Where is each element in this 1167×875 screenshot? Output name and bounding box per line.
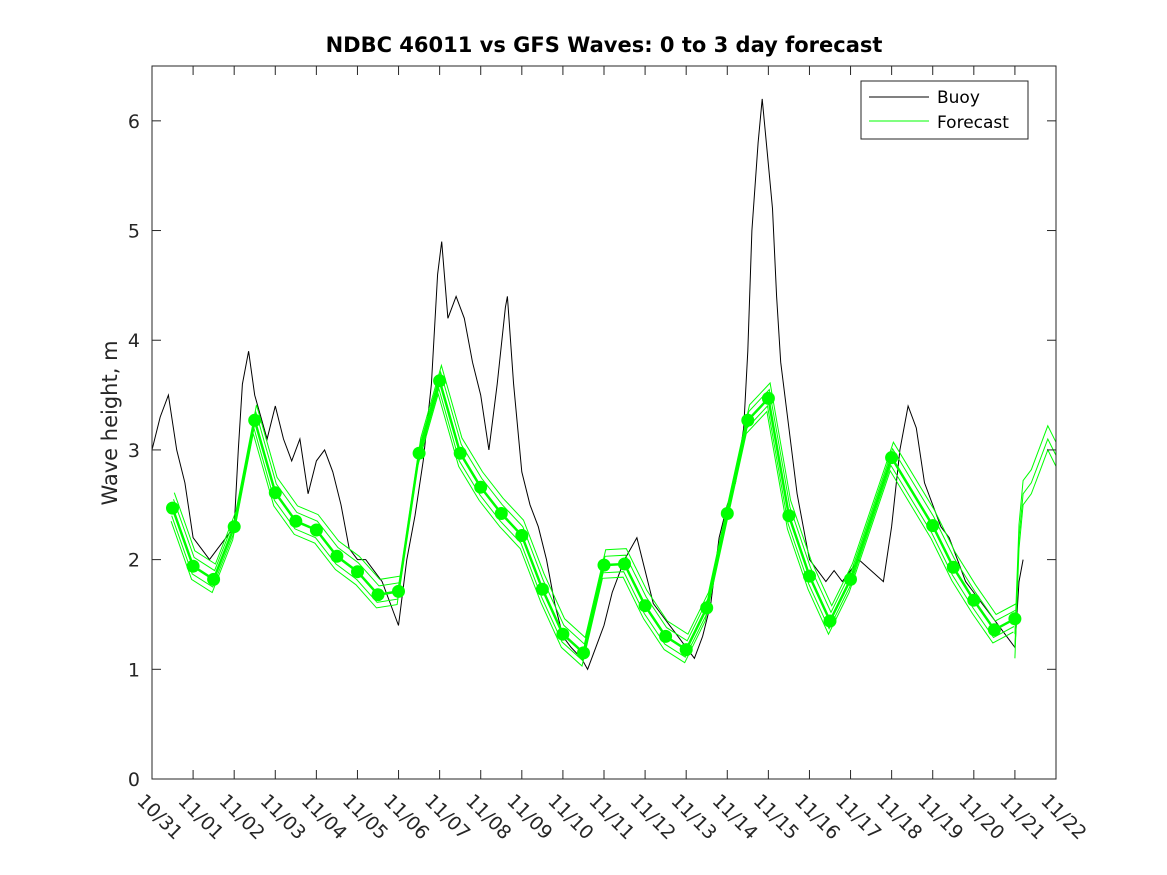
forecast-point [597,558,611,572]
forecast-point [556,627,570,641]
legend: Buoy Forecast [860,80,1029,140]
x-tick-label: 11/22 [1036,790,1090,844]
forecast-point [618,557,631,571]
x-tick-label: 11/12 [626,790,680,844]
forecast-point [946,560,960,574]
x-tick-label: 11/07 [420,790,474,844]
forecast-point [412,446,426,460]
forecast-ensemble-line [170,392,1014,667]
x-tick-label: 11/01 [174,790,228,844]
forecast-point [494,507,508,520]
forecast-point [309,523,323,537]
forecast-ensemble-line [171,376,1016,656]
forecast-point [741,413,755,427]
forecast-tail-line [1014,448,1057,659]
forecast-ensemble-line [173,363,1017,639]
forecast-point [638,599,652,613]
forecast-point [803,569,816,583]
x-tick-label: 11/17 [831,790,885,844]
forecast-point [186,559,200,573]
forecast-point [392,584,405,598]
y-axis: 0 1 2 3 4 5 6 [128,111,1056,791]
forecast-point [577,646,590,660]
x-tick-label: 11/15 [749,790,803,844]
x-tick-label: 11/04 [297,790,351,844]
y-tick-label: 1 [128,659,140,681]
chart-title: NDBC 46011 vs GFS Waves: 0 to 3 day fore… [326,33,883,57]
x-tick-label: 11/20 [954,790,1008,844]
forecast-point [782,509,796,523]
forecast-point [453,446,467,460]
x-tick-label: 11/11 [584,790,638,844]
forecast-point [248,413,262,427]
x-tick-label: 10/31 [132,790,186,844]
forecast-point [166,501,179,515]
forecast-point [987,623,1001,637]
forecast-point [885,451,899,465]
x-axis: 10/3111/0111/0211/0311/0411/0511/0611/07… [132,66,1091,844]
y-tick-label: 3 [128,440,140,462]
x-tick-label: 11/08 [461,790,515,844]
x-tick-label: 11/16 [790,790,844,844]
forecast-point [474,480,488,494]
forecast-tail-line [1014,424,1057,635]
forecast-point [679,643,693,657]
forecast-ensemble-line [171,386,1015,662]
forecast-point [720,507,734,520]
y-tick-label: 5 [128,221,140,243]
forecast-point [330,549,344,563]
plot-area [151,98,1057,671]
forecast-point [371,588,385,602]
y-tick-label: 0 [128,769,140,791]
forecast-tail-line [1014,437,1057,648]
y-tick-label: 4 [128,330,140,352]
x-tick-label: 11/18 [872,790,926,844]
x-tick-label: 11/13 [667,790,721,844]
forecast-point [700,601,714,615]
forecast-point [926,519,940,533]
forecast-point [1008,612,1022,626]
forecast-point [761,391,775,405]
forecast-ensemble-line [173,370,1017,646]
x-tick-label: 11/05 [338,790,392,844]
forecast-point [535,582,549,596]
buoy-series-line [151,98,1024,671]
forecast-point [967,593,981,607]
x-tick-label: 11/21 [995,790,1049,844]
x-tick-label: 11/02 [215,790,269,844]
legend-box [860,80,1029,140]
x-tick-label: 11/09 [502,790,556,844]
forecast-point [289,514,303,528]
forecast-point [433,374,447,388]
forecast-point [207,572,221,586]
x-tick-label: 11/14 [708,790,762,844]
x-tick-label: 11/10 [543,790,597,844]
y-tick-label: 6 [128,111,140,133]
y-tick-label: 2 [128,550,140,572]
axes-box [151,65,1057,780]
forecast-point [844,572,857,586]
x-tick-label: 11/03 [256,790,310,844]
x-tick-label: 11/19 [913,790,967,844]
legend-buoy-label: Buoy [937,88,980,108]
legend-forecast-label: Forecast [937,113,1009,133]
forecast-point [227,520,241,534]
forecast-point [659,629,673,643]
forecast-point [823,614,837,628]
y-axis-label: Wave height, m [98,340,122,505]
x-tick-label: 11/06 [379,790,433,844]
forecast-point [268,486,282,500]
forecast-point [515,529,529,542]
forecast-point [351,565,364,579]
